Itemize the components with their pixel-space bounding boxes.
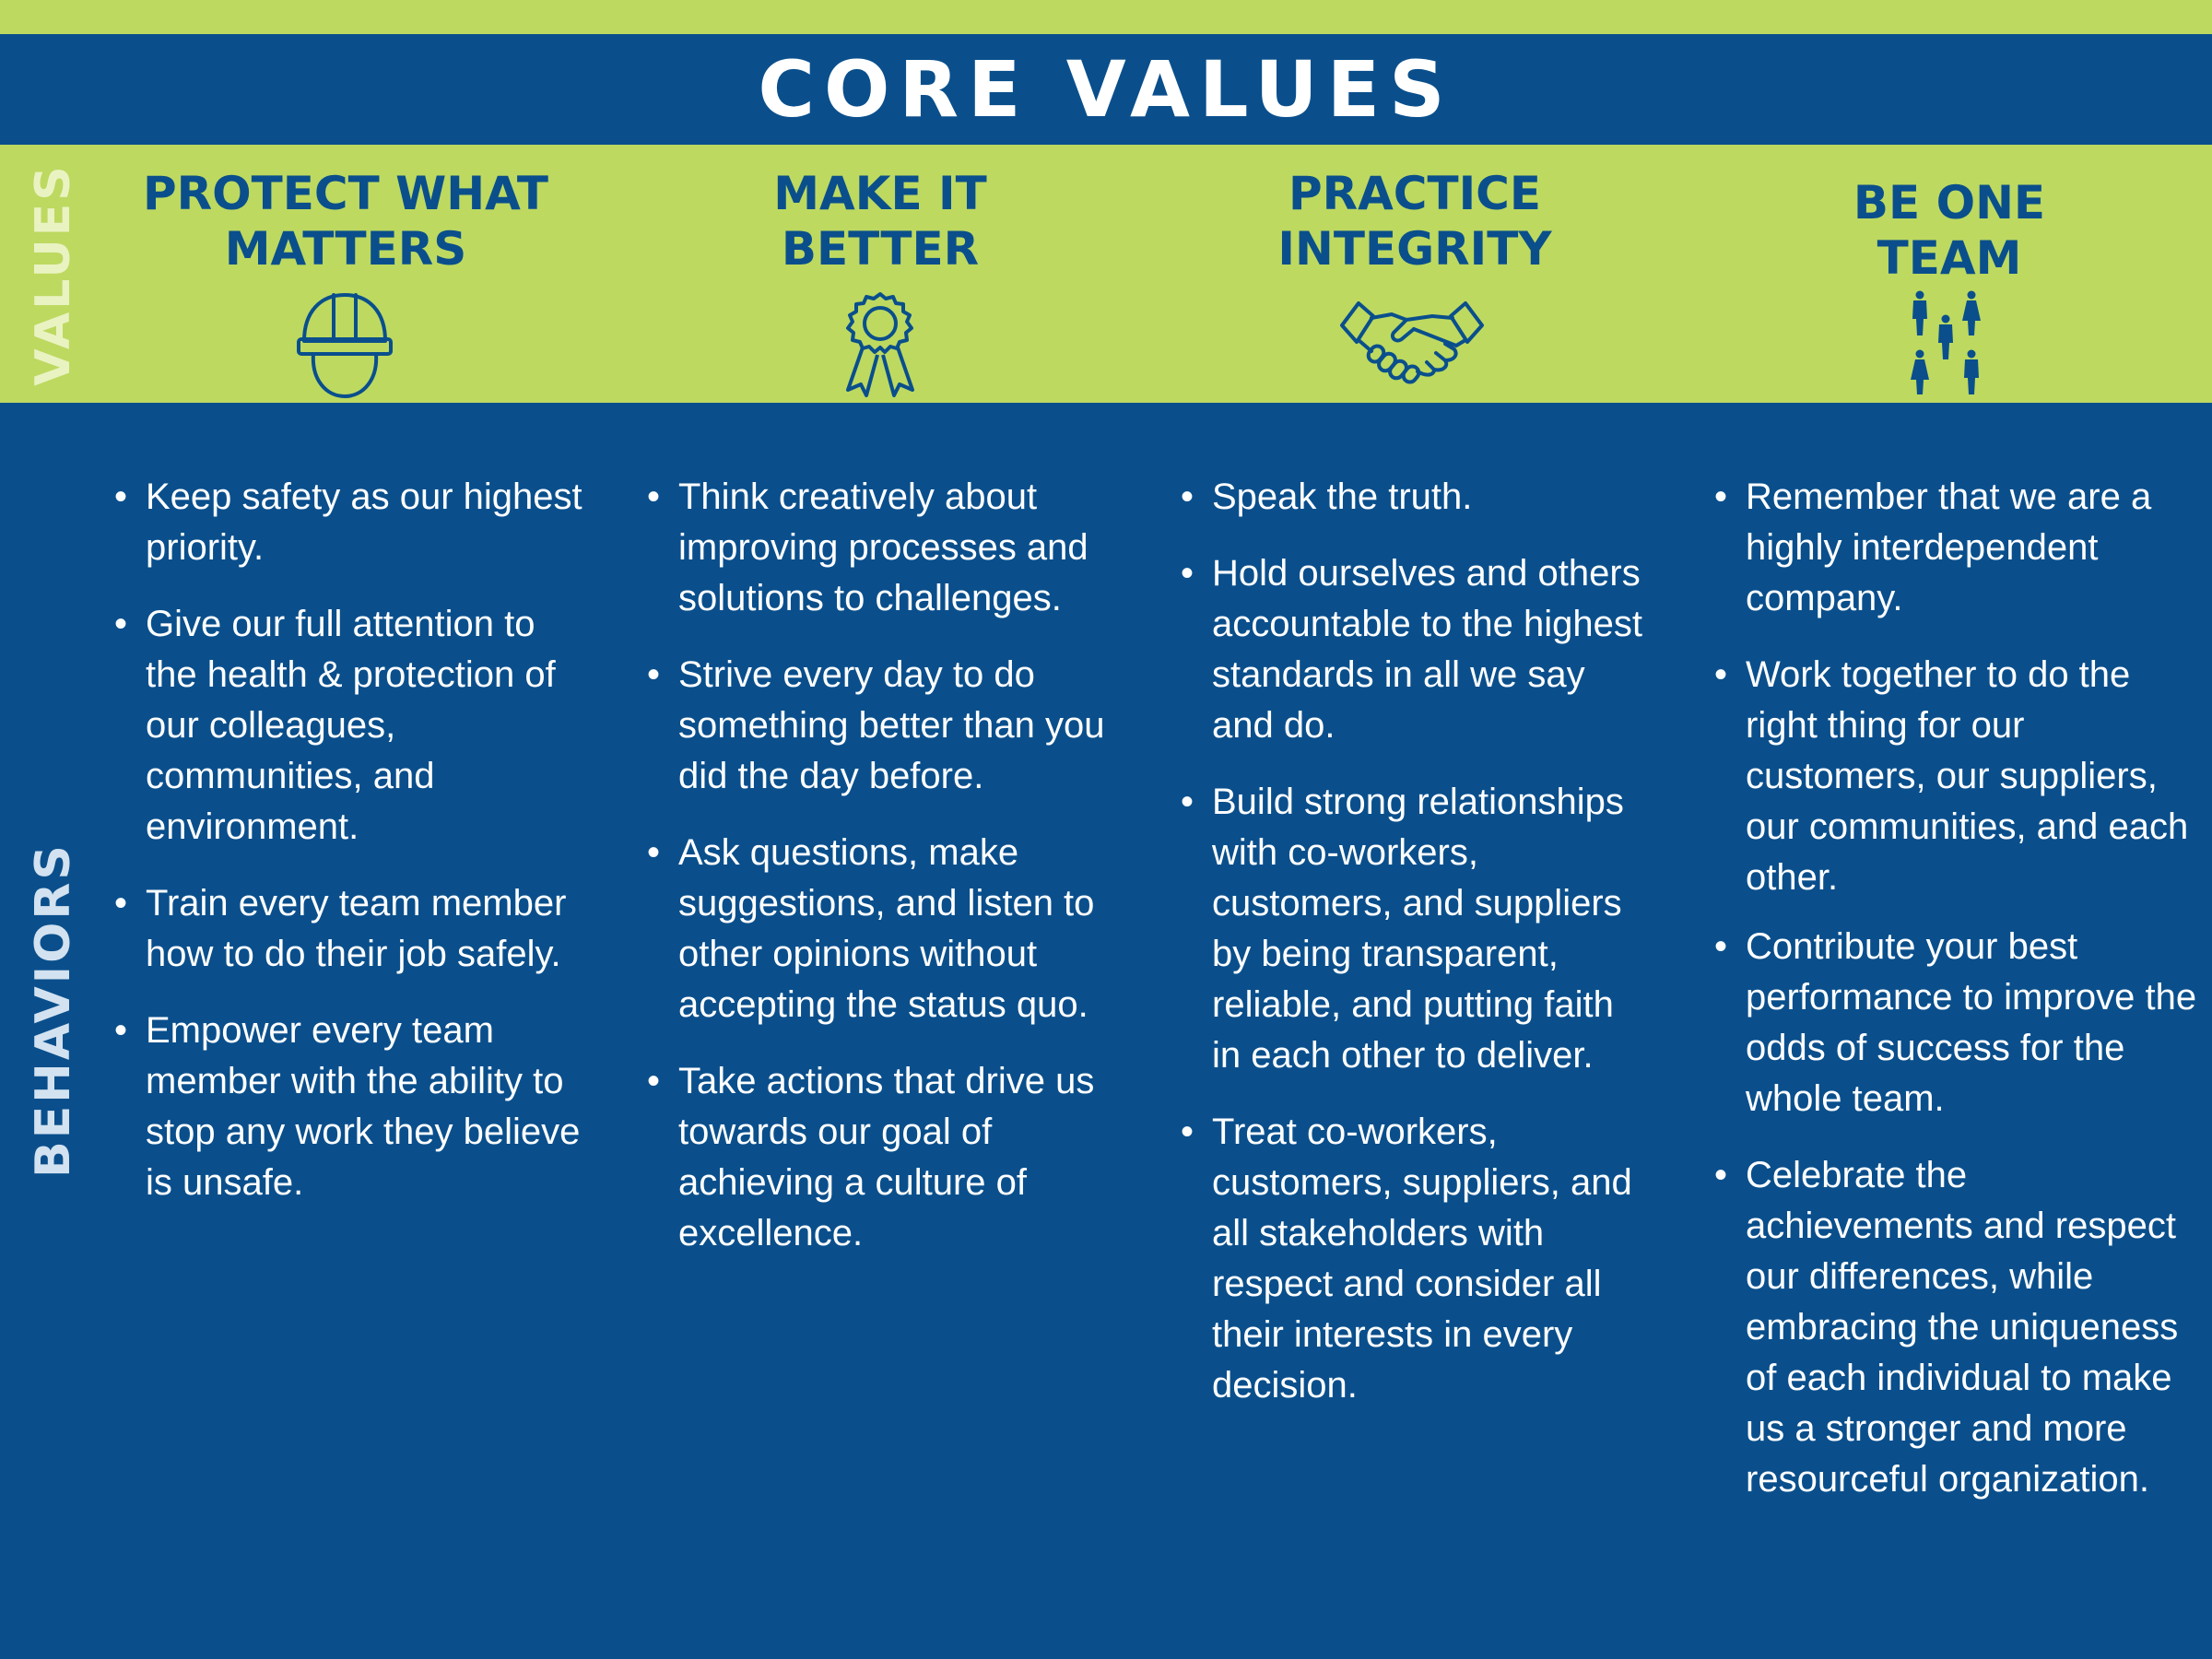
- behaviors-column-4: Remember that we are a highly interdepen…: [1714, 472, 2203, 1505]
- behavior-item: Treat co-workers, customers, suppliers, …: [1181, 1107, 1651, 1411]
- behavior-item: Ask questions, make suggestions, and lis…: [647, 828, 1108, 1030]
- value-protect-what-matters: PROTECT WHAT MATTERS: [92, 145, 599, 403]
- behavior-item: Contribute your best performance to impr…: [1714, 922, 2203, 1124]
- hard-hat-icon: [297, 293, 393, 398]
- behavior-item: Think creatively about improving process…: [647, 472, 1108, 624]
- behavior-item: Celebrate the achievements and respect o…: [1714, 1150, 2203, 1505]
- behavior-item: Speak the truth.: [1181, 472, 1651, 523]
- behavior-item: Strive every day to do something better …: [647, 650, 1108, 802]
- title-bar: CORE VALUES: [0, 34, 2212, 145]
- behaviors-column-1: Keep safety as our highest priority. Giv…: [114, 472, 594, 1208]
- behavior-item: Build strong relationships with co-worke…: [1181, 777, 1651, 1081]
- value-practice-integrity: PRACTICE INTEGRITY: [1161, 145, 1668, 403]
- team-people-icon: [1911, 290, 1981, 394]
- behavior-item: Take actions that drive us towards our g…: [647, 1056, 1108, 1259]
- behavior-item: Keep safety as our highest priority.: [114, 472, 594, 573]
- behavior-item: Hold ourselves and others accountable to…: [1181, 548, 1651, 751]
- behavior-item: Work together to do the right thing for …: [1714, 650, 2203, 903]
- behavior-item: Remember that we are a highly interdepen…: [1714, 472, 2203, 624]
- behaviors-column-2: Think creatively about improving process…: [647, 472, 1108, 1259]
- behavior-item: Empower every team member with the abili…: [114, 1006, 594, 1208]
- value-be-one-team: BE ONE TEAM: [1696, 145, 2203, 403]
- award-ribbon-icon: [846, 292, 914, 397]
- value-title: PRACTICE INTEGRITY: [1277, 167, 1552, 276]
- value-title: BE ONE TEAM: [1853, 176, 2046, 285]
- value-make-it-better: MAKE IT BETTER: [627, 145, 1134, 403]
- value-title: PROTECT WHAT MATTERS: [142, 167, 549, 276]
- top-accent-strip: [0, 0, 2212, 34]
- behaviors-column-3: Speak the truth. Hold ourselves and othe…: [1181, 472, 1651, 1411]
- behavior-item: Give our full attention to the health & …: [114, 599, 594, 853]
- behavior-item: Train every team member how to do their …: [114, 878, 594, 980]
- values-band: [0, 145, 2212, 403]
- values-side-label: VALUES: [26, 163, 81, 386]
- page-title: CORE VALUES: [758, 44, 1454, 135]
- behaviors-side-label: BEHAVIORS: [26, 842, 81, 1178]
- handshake-icon: [1340, 301, 1484, 384]
- value-title: MAKE IT BETTER: [773, 167, 987, 276]
